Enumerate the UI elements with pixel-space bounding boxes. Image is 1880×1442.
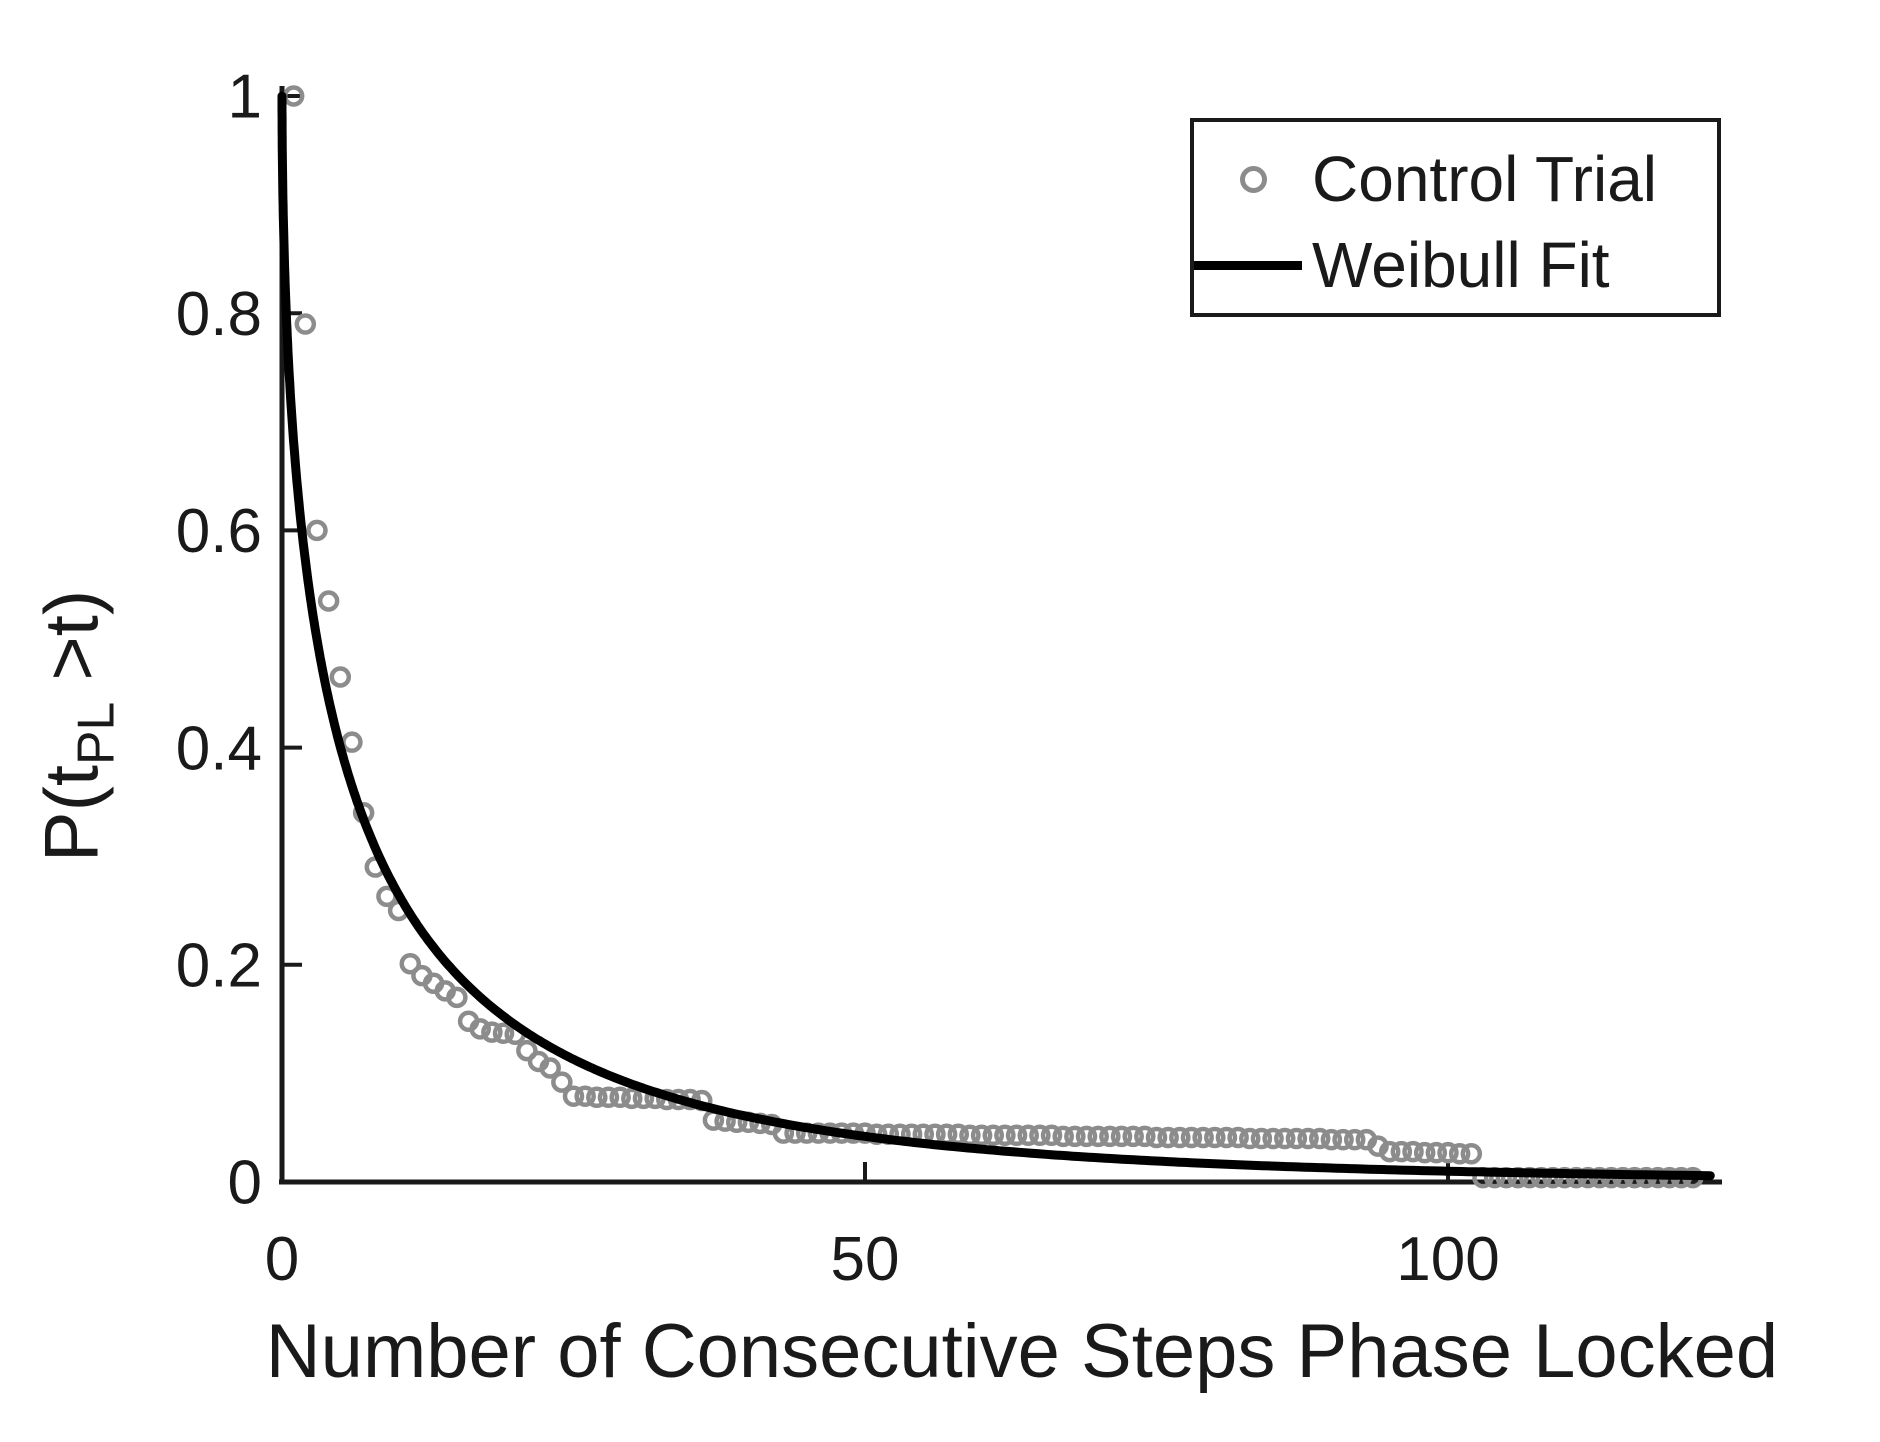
data-point (1448, 1143, 1471, 1165)
legend: Control Trial Weibull Fit (1190, 118, 1721, 317)
legend-label-control-trial: Control Trial (1312, 143, 1657, 215)
y-tick-label: 0.8 (176, 280, 262, 349)
data-point (1227, 1126, 1249, 1149)
data-point (1040, 1124, 1063, 1147)
data-point (1017, 1124, 1039, 1147)
weibull-fit-curve (277, 91, 1715, 1181)
y-tick-label: 0 (228, 1149, 262, 1218)
data-point (481, 1021, 503, 1043)
data-point (399, 952, 422, 975)
data-point (469, 1018, 491, 1040)
data-point (1099, 1125, 1121, 1148)
data-point (1250, 1127, 1273, 1150)
data-point (1064, 1125, 1086, 1148)
legend-entry-control-trial: Control Trial (1194, 136, 1717, 222)
data-point (306, 519, 328, 542)
y-tick-label: 1 (228, 63, 262, 132)
data-point (562, 1085, 585, 1107)
data-point (294, 313, 317, 335)
data-point (1425, 1141, 1448, 1164)
x-tick-label: 100 (1396, 1225, 1499, 1294)
data-point (1343, 1128, 1366, 1151)
data-point (1320, 1128, 1343, 1151)
data-point (1087, 1125, 1109, 1148)
data-point (1378, 1140, 1401, 1163)
data-point (970, 1124, 993, 1147)
data-point (586, 1086, 608, 1109)
x-axis-label: Number of Consecutive Steps Phase Locked (265, 1309, 1779, 1394)
data-point (539, 1057, 561, 1079)
data-point (1134, 1125, 1156, 1148)
data-point (1075, 1125, 1098, 1148)
data-point (1145, 1126, 1168, 1149)
data-point (317, 590, 340, 612)
data-point (1285, 1127, 1308, 1150)
data-point (1274, 1127, 1296, 1150)
data-point (1122, 1125, 1144, 1148)
data-point (341, 731, 363, 753)
legend-label-weibull-fit: Weibull Fit (1312, 229, 1610, 301)
data-point (1390, 1140, 1413, 1163)
data-point (621, 1087, 643, 1110)
data-point (597, 1086, 620, 1109)
y-axis-label-subscript: PL (66, 701, 125, 765)
data-point (982, 1124, 1005, 1147)
data-point (609, 1086, 631, 1109)
data-point (1308, 1127, 1331, 1150)
data-point (1402, 1140, 1424, 1163)
data-point (574, 1085, 596, 1107)
data-point (994, 1124, 1016, 1147)
data-point (1297, 1127, 1319, 1150)
data-point (1437, 1141, 1459, 1164)
data-point (329, 666, 352, 688)
data-point (446, 986, 468, 1009)
data-point (551, 1071, 573, 1093)
data-point (1239, 1127, 1261, 1150)
data-point (1413, 1141, 1436, 1164)
y-tick-label: 0.2 (176, 932, 262, 1001)
data-point (1204, 1126, 1226, 1149)
data-point (1157, 1126, 1179, 1149)
data-point (1005, 1124, 1028, 1147)
y-axis-label-prefix: P(t (29, 765, 115, 863)
y-tick-label: 0.4 (176, 714, 262, 783)
x-tick-label: 50 (831, 1225, 900, 1294)
data-point (1052, 1125, 1074, 1148)
legend-icon-cell (1194, 136, 1312, 222)
data-point (1332, 1128, 1354, 1151)
x-tick-label: 0 (265, 1225, 299, 1294)
legend-entry-weibull-fit: Weibull Fit (1194, 222, 1717, 308)
data-point (1029, 1124, 1051, 1147)
data-point (1192, 1126, 1214, 1149)
data-point (492, 1022, 515, 1044)
y-tick-label: 0.6 (176, 497, 262, 566)
data-point (1169, 1126, 1191, 1149)
data-point (1460, 1143, 1483, 1165)
y-axis-label: P(tPL >t) (29, 589, 125, 863)
data-point (1262, 1127, 1284, 1150)
data-point (1215, 1126, 1238, 1149)
data-point (1180, 1126, 1203, 1149)
y-axis-label-suffix: >t) (29, 589, 115, 702)
data-point (516, 1039, 538, 1062)
data-point (1110, 1125, 1133, 1148)
open-circle-marker-icon (1239, 165, 1267, 193)
line-sample-icon (1194, 260, 1302, 270)
